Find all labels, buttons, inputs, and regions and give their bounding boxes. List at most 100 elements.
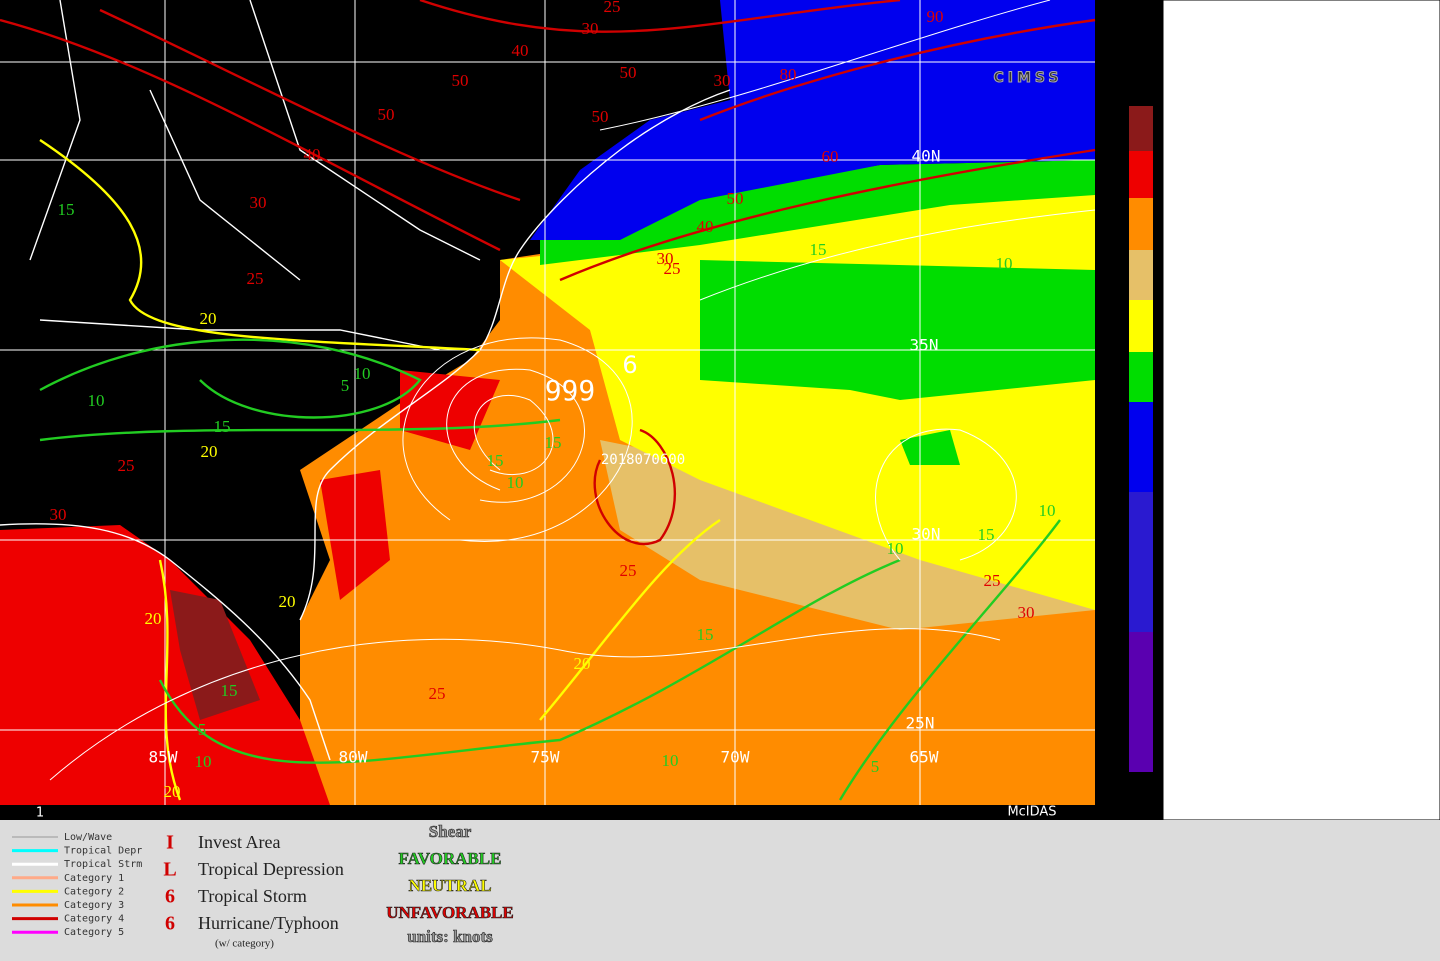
contour-label: 20: [201, 442, 218, 461]
colorbar-label: 29: [1105, 211, 1125, 231]
contour-label: 90: [927, 7, 944, 26]
contour-label: 30: [582, 19, 599, 38]
shear-title: Shear: [429, 822, 472, 841]
grid-lines: [0, 0, 1095, 805]
colorbar-label: 30: [1105, 161, 1125, 181]
contour-label: 25: [429, 684, 446, 703]
contour-label: 15: [697, 625, 714, 644]
contour-label: 40: [697, 217, 714, 236]
sst-fill: [0, 0, 1095, 805]
contour-label: 15: [810, 240, 827, 259]
contour-label: 50: [592, 107, 609, 126]
shear-contours: [0, 0, 1096, 801]
contour-label: 30: [714, 71, 731, 90]
symbol-note: (w/ category): [215, 938, 274, 950]
contour-label: 25: [984, 571, 1001, 590]
contour-label: 50: [452, 71, 469, 90]
contour-label: 15: [487, 451, 504, 470]
contour-label: 25: [620, 561, 637, 580]
legend-line-label: Category 5: [64, 927, 124, 938]
contour-label: 15: [545, 433, 562, 452]
colorbar: [1129, 106, 1153, 772]
grid-label: 65W: [910, 748, 939, 767]
contour-label: 25: [247, 269, 264, 288]
contour-label: 5: [871, 757, 880, 776]
contour-label: 20: [574, 654, 591, 673]
contour-label: 20: [145, 609, 162, 628]
contour-label: 80: [780, 65, 797, 84]
contour-label: 15: [214, 417, 231, 436]
shear-units: units: knots: [407, 927, 493, 946]
contour-label: 50: [620, 63, 637, 82]
legend-line-label: Category 3: [64, 900, 124, 911]
legend-symbol: L: [163, 859, 176, 881]
legend-line-label: Low/Wave: [64, 832, 112, 843]
colorbar-label: >31: [1094, 115, 1125, 135]
contour-label: 30: [1018, 603, 1035, 622]
contour-label: 15: [58, 200, 75, 219]
contour-label: 20: [962, 395, 979, 414]
grid-label: 80W: [339, 748, 368, 767]
logo: CIMSS: [994, 70, 1063, 86]
contour-label: 10: [662, 751, 679, 770]
contour-label: 50: [378, 105, 395, 124]
colorbar-label: 5: [1115, 716, 1125, 736]
legend-symbol: I: [166, 832, 174, 854]
grid-label: 30N: [912, 525, 941, 544]
grid-label: 35N: [910, 336, 939, 355]
contour-label: 10: [996, 254, 1013, 273]
grid-label: 40N: [912, 147, 941, 166]
grid-label: 25N: [906, 714, 935, 733]
colorbar-unit: degC: [1108, 785, 1153, 805]
side-panel: [1162, 0, 1440, 821]
contour-label: 10: [195, 752, 212, 771]
colorbar-label: 28: [1105, 262, 1125, 282]
legend-symbol-label: Tropical Depression: [198, 859, 344, 879]
storm-symbol: 6: [622, 351, 637, 379]
contour-label: 50: [727, 189, 744, 208]
contour-label: 30: [250, 193, 267, 212]
contour-label: 5: [198, 720, 207, 739]
corner-label: 1: [36, 806, 44, 821]
source-label: McIDAS: [1007, 805, 1056, 820]
contour-label: 60: [822, 147, 839, 166]
contour-label: 25: [664, 259, 681, 278]
contour-label: 40: [304, 145, 321, 164]
legend-line-label: Category 2: [64, 886, 124, 897]
contour-label: 25: [118, 456, 135, 475]
legend-panel: [0, 820, 1440, 957]
contour-label: 30: [50, 505, 67, 524]
legend-symbol-label: Tropical Storm: [198, 886, 307, 906]
coastlines: [0, 0, 731, 761]
contour-label: 10: [507, 473, 524, 492]
contour-label: 5: [341, 376, 350, 395]
contour-label: 10: [88, 391, 105, 410]
contour-label: 30: [657, 249, 674, 268]
grid-label: 75W: [531, 748, 560, 767]
contour-label: 10: [354, 364, 371, 383]
streamlines: [49, 0, 1096, 781]
contour-label: 15: [978, 525, 995, 544]
contour-label: 10: [1039, 501, 1056, 520]
colorbar-label: 27: [1105, 314, 1125, 334]
contour-label: 10: [887, 539, 904, 558]
colorbar-label: 15: [1105, 591, 1125, 611]
grid-label: 70W: [721, 748, 750, 767]
contour-label: 15: [221, 681, 238, 700]
colorbar-label: 25: [1105, 417, 1125, 437]
shear-neutral: NEUTRAL: [408, 876, 491, 895]
legend-symbol: 6: [165, 886, 175, 908]
shear-favorable: FAVORABLE: [399, 849, 502, 868]
legend-line-label: Tropical Strm: [64, 859, 142, 870]
contour-label: 20: [200, 309, 217, 328]
colorbar-label: 26: [1105, 362, 1125, 382]
legend-symbol-label: Invest Area: [198, 832, 280, 852]
shear-unfavorable: UNFAVORABLE: [386, 903, 514, 922]
legend-line-label: Category 1: [64, 873, 124, 884]
legend-line-label: Tropical Depr: [64, 846, 142, 857]
contour-label: 20: [660, 277, 677, 296]
contour-label: 20: [164, 782, 181, 801]
contour-label: 20: [279, 592, 296, 611]
